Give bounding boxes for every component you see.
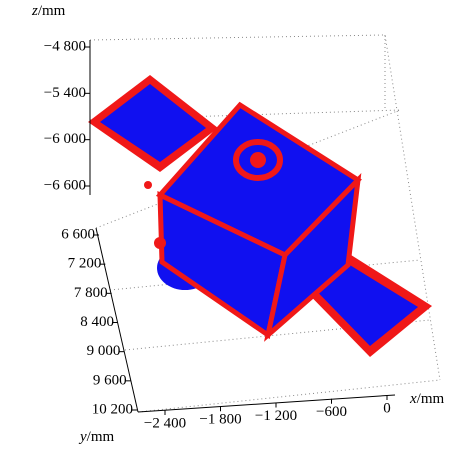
z-axis-label: z/mm [31, 3, 66, 19]
satellite [88, 75, 432, 357]
x-tick-label: −2 400 [144, 415, 186, 431]
z-tick-label: −5 400 [44, 85, 86, 101]
y-tick-label: 7 200 [68, 256, 102, 272]
z-tick-label: −6 600 [44, 177, 86, 193]
y-tick-label: 8 400 [80, 314, 114, 330]
z-tick-label: −4 800 [44, 38, 86, 54]
z-tick-label: −6 000 [44, 131, 86, 147]
x-axis-label: x/mm [409, 391, 445, 407]
y-tick-label: 6 600 [61, 226, 95, 242]
x-tick-label: 0 [383, 400, 391, 416]
y-tick-label: 10 200 [92, 401, 133, 417]
chart: z/mm y/mm x/mm −4 800 −5 400 −6 000 −6 600 6… [0, 0, 465, 450]
y-tick-label: 9 600 [93, 372, 127, 388]
y-tick-label: 9 000 [87, 343, 121, 359]
x-tick-label: −1 200 [255, 408, 297, 424]
y-axis-label: y/mm [78, 429, 115, 445]
x-tick-label: −1 800 [199, 412, 241, 428]
y-tick-label: 7 800 [74, 285, 108, 301]
x-tick-label: −600 [316, 404, 347, 420]
